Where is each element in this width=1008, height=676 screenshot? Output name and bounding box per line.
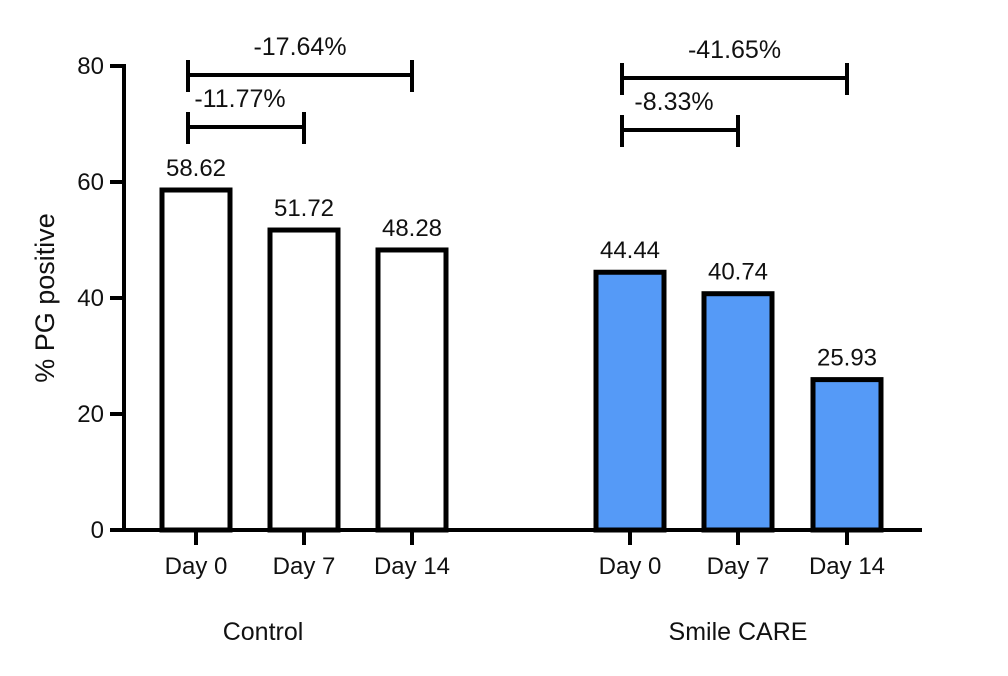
data-label: 40.74 [708, 259, 768, 286]
significance-bracket: -8.33% [620, 88, 740, 147]
y-axis: 0 20 40 60 80 [77, 53, 126, 544]
significance-bracket: -11.77% [186, 85, 306, 144]
bar [159, 187, 233, 533]
y-tick-label: 60 [77, 169, 104, 196]
y-axis-label: % PG positive [30, 213, 60, 383]
bar [375, 247, 449, 533]
x-tick-label: Day 7 [273, 553, 336, 580]
bracket-label: -11.77% [194, 85, 285, 113]
significance-bracket: -17.64% [186, 33, 414, 92]
bracket-label: -17.64% [253, 33, 346, 61]
bracket-label: -8.33% [634, 88, 713, 116]
data-label: 25.93 [817, 345, 877, 372]
y-tick-label: 20 [77, 401, 104, 428]
x-tick-label: Day 7 [707, 553, 770, 580]
significance-bracket: -41.65% [620, 36, 849, 95]
x-tick-label: Day 14 [809, 553, 885, 580]
bar [810, 377, 884, 533]
y-tick-label: 0 [91, 517, 104, 544]
bar [701, 291, 775, 533]
bars: 58.62 51.72 48.28 44.44 40.74 25.93 [159, 155, 884, 533]
data-label: 58.62 [166, 155, 226, 182]
bar [593, 269, 667, 533]
x-axis: Day 0 Day 7 Day 14 Control Day 0 Day 7 Day 14 S… [110, 528, 922, 646]
x-tick-label: Day 0 [599, 553, 662, 580]
data-label: 51.72 [274, 195, 334, 222]
data-label: 48.28 [382, 215, 442, 242]
bracket-label: -41.65% [688, 36, 781, 64]
bar [267, 227, 341, 533]
y-tick-label: 40 [77, 285, 104, 312]
group-label: Control [223, 618, 304, 646]
y-tick-label: 80 [77, 53, 104, 80]
x-tick-label: Day 0 [165, 553, 228, 580]
x-tick-label: Day 14 [374, 553, 450, 580]
group-label: Smile CARE [669, 618, 808, 646]
data-label: 44.44 [600, 237, 660, 264]
annotations: -11.77% -17.64% -8.33% -41.65% [186, 33, 849, 147]
